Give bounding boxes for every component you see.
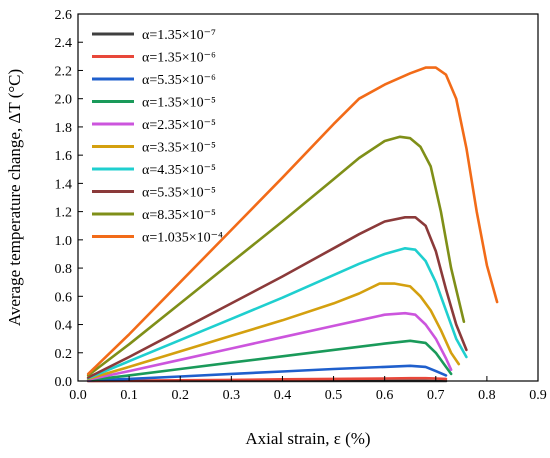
y-tick-label: 2.0 (55, 93, 73, 108)
legend-label: α=1.35×10⁻⁵ (142, 96, 216, 111)
legend-label: α=1.35×10⁻⁶ (142, 51, 216, 66)
y-tick-label: 0.0 (55, 375, 73, 390)
y-tick-label: 0.8 (55, 262, 73, 277)
series-line-5 (86, 282, 461, 381)
legend-label: α=1.35×10⁻⁷ (142, 28, 216, 43)
x-axis-label: Axial strain, ε (%) (245, 429, 370, 448)
y-tick-label: 0.4 (55, 319, 73, 334)
y-tick-label: 1.4 (55, 177, 73, 192)
legend-label: α=2.35×10⁻⁵ (142, 118, 216, 133)
series-line-4 (86, 311, 453, 381)
x-tick-label: 0.1 (120, 388, 138, 403)
y-tick-label: 2.6 (55, 8, 73, 23)
series-line-3 (86, 339, 453, 382)
y-tick-label: 2.2 (55, 64, 73, 79)
tick-layer: 0.0 0.1 0.2 0.3 0.4 0.5 0.6 0.7 0.8 0.9 0.0 0.2 0.4 0… (55, 8, 547, 403)
x-tick-label: 0.8 (478, 388, 496, 403)
series-line-7 (86, 216, 468, 379)
legend-label: α=4.35×10⁻⁵ (142, 163, 216, 178)
plot-frame (77, 13, 539, 382)
y-axis-label: Average temperature change, ΔT (°C) (5, 69, 24, 326)
legend-label: α=5.35×10⁻⁶ (142, 73, 216, 88)
x-tick-label: 0.5 (325, 388, 343, 403)
x-tick-label: 0.7 (427, 388, 445, 403)
x-tick-label: 0.0 (69, 388, 87, 403)
legend: α=1.35×10⁻⁷ α=1.35×10⁻⁶ α=5.35×10⁻⁶ α=1.35×… (92, 28, 223, 246)
series-layer (86, 66, 499, 383)
legend-label: α=3.35×10⁻⁵ (142, 141, 216, 156)
legend-label: α=5.35×10⁻⁵ (142, 186, 216, 201)
y-tick-label: 2.4 (55, 36, 73, 51)
y-tick-label: 1.8 (55, 121, 73, 136)
y-tick-label: 0.6 (55, 290, 73, 305)
series-line-9 (86, 66, 499, 376)
x-tick-label: 0.6 (376, 388, 394, 403)
y-tick-label: 1.2 (55, 206, 73, 221)
series-line-6 (86, 247, 468, 380)
series-line-2 (86, 364, 448, 382)
x-tick-label: 0.2 (171, 388, 189, 403)
y-tick-label: 1.0 (55, 234, 73, 249)
series-line-8 (86, 135, 466, 377)
legend-label: α=8.35×10⁻⁵ (142, 208, 216, 223)
x-tick-label: 0.4 (274, 388, 292, 403)
y-tick-label: 0.2 (55, 347, 73, 362)
y-tick-label: 1.6 (55, 149, 73, 164)
x-tick-label: 0.9 (529, 388, 547, 403)
legend-label: α=1.035×10⁻⁴ (142, 231, 223, 246)
x-tick-label: 0.3 (223, 388, 241, 403)
